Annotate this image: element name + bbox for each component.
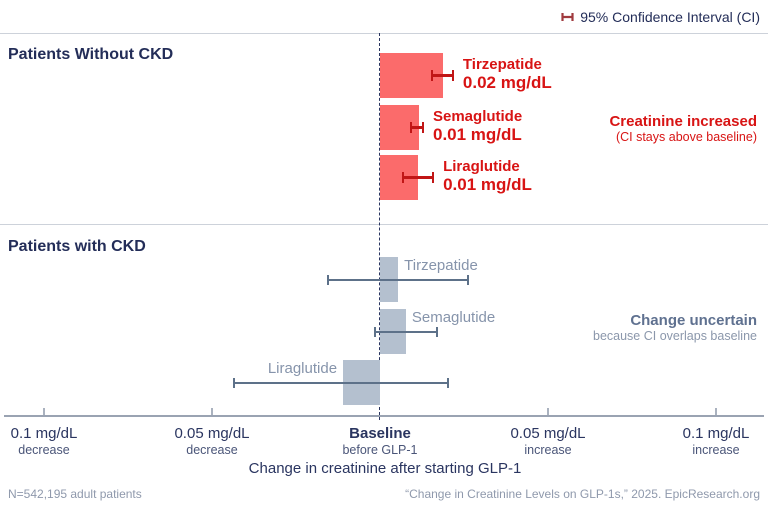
x-axis-line [4,415,764,417]
axis-tick-0-1-mg-dl [715,408,717,415]
tick-label-0-05-mg-dl: 0.05 mg/dL [510,425,586,442]
tick-label-baseline: Baseline [349,425,411,442]
ci-cap-low-patients-with-ckd-tirzepatide [326,274,329,285]
bar-label-patients-without-ckd-tirzepatide: Tirzepatide 0.02 mg/dL [462,56,552,93]
annotation-line2: (CI stays above baseline) [615,130,757,144]
ci-cap-low-patients-without-ckd-tirzepatide [430,70,434,81]
tick-sublabel-increase: increase [524,443,572,457]
ci-line-patients-without-ckd-liraglutide [402,176,434,179]
annotation-line1: Change uncertain [630,312,757,329]
ci-errorbar-icon [561,12,574,22]
bar-label-patients-with-ckd-liraglutide: Liraglutide [267,360,338,377]
ci-cap-high-patients-without-ckd-semaglutide [421,122,425,133]
ci-cap-high-patients-with-ckd-liraglutide [446,377,449,388]
source-credit: “Change in Creatinine Levels on GLP-1s,”… [405,487,760,501]
baseline-line [379,33,380,420]
tick-sublabel-decrease: decrease [186,443,238,457]
ci-line-patients-without-ckd-tirzepatide [432,74,453,77]
ci-cap-high-patients-with-ckd-tirzepatide [467,274,470,285]
ci-cap-high-patients-with-ckd-semaglutide [436,326,439,337]
ci-line-patients-without-ckd-semaglutide [410,126,423,129]
annotation-line2: because CI overlaps baseline [593,329,757,343]
legend-label: 95% Confidence Interval (CI) [580,9,760,25]
ci-cap-low-patients-without-ckd-semaglutide [409,122,413,133]
annotation-change-uncertain: Change uncertain because CI overlaps bas… [593,312,757,343]
sample-size-note: N=542,195 adult patients [8,487,142,501]
ci-line-patients-with-ckd-liraglutide [234,381,448,384]
section-title-with-ckd: Patients with CKD [8,238,146,255]
bar-label-name: Liraglutide [443,158,520,175]
ci-cap-low-patients-with-ckd-semaglutide [373,326,376,337]
ci-line-patients-with-ckd-semaglutide [374,330,438,333]
tick-sublabel-increase: increase [692,443,740,457]
top-divider [0,33,768,34]
tick-label-0-05-mg-dl: 0.05 mg/dL [174,425,250,442]
annotation-line1: Creatinine increased [609,113,757,130]
x-axis-title: Change in creatinine after starting GLP-… [248,460,522,477]
ci-cap-high-patients-without-ckd-liraglutide [431,172,435,183]
axis-tick-0-05-mg-dl [211,408,213,415]
tick-sublabel-before-glp-1: before GLP-1 [342,443,418,457]
bar-label-value: 0.01 mg/dL [443,175,532,194]
annotation-creatinine-increased: Creatinine increased (CI stays above bas… [609,113,757,144]
tick-label-0-1-mg-dl: 0.1 mg/dL [682,425,750,442]
axis-tick-0-1-mg-dl [43,408,45,415]
section-title-without-ckd: Patients Without CKD [8,46,174,63]
axis-tick-0-05-mg-dl [547,408,549,415]
ci-cap-high-patients-without-ckd-tirzepatide [451,70,455,81]
bar-label-value: 0.01 mg/dL [433,125,522,144]
tick-label-0-1-mg-dl: 0.1 mg/dL [10,425,78,442]
ci-line-patients-with-ckd-tirzepatide [327,278,469,281]
bar-label-patients-without-ckd-liraglutide: Liraglutide 0.01 mg/dL [443,158,532,195]
bar-label-value: 0.02 mg/dL [462,73,552,92]
bar-label-patients-with-ckd-semaglutide: Semaglutide [411,309,496,326]
bar-label-patients-with-ckd-tirzepatide: Tirzepatide [404,257,478,274]
section-divider [0,224,768,225]
tick-sublabel-decrease: decrease [18,443,70,457]
legend: 95% Confidence Interval (CI) [561,9,760,25]
bar-label-patients-without-ckd-semaglutide: Semaglutide 0.01 mg/dL [433,108,523,145]
bar-label-name: Tirzepatide [462,56,542,73]
ci-cap-low-patients-without-ckd-liraglutide [401,172,405,183]
ci-cap-low-patients-with-ckd-liraglutide [233,377,236,388]
bar-label-name: Semaglutide [433,108,523,125]
